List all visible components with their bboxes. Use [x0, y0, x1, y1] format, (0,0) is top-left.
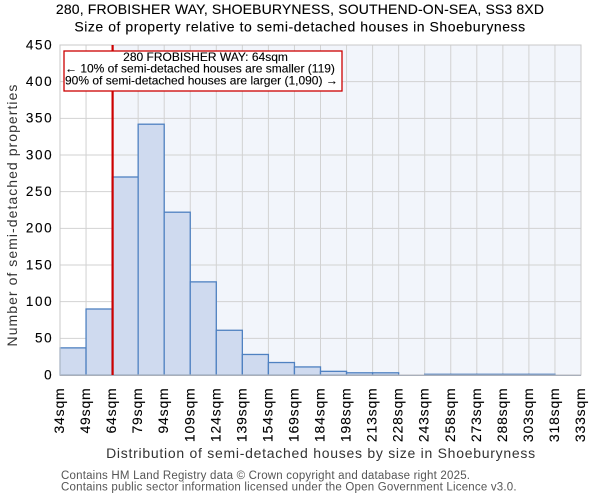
svg-text:213sqm: 213sqm: [364, 388, 380, 443]
svg-text:Distribution of semi-detached: Distribution of semi-detached houses by …: [106, 445, 536, 461]
svg-text:Contains public sector informa: Contains public sector information licen…: [61, 482, 517, 494]
svg-text:318sqm: 318sqm: [546, 388, 562, 443]
svg-text:273sqm: 273sqm: [468, 388, 484, 443]
svg-text:184sqm: 184sqm: [312, 388, 328, 443]
svg-text:400: 400: [26, 74, 53, 89]
svg-text:333sqm: 333sqm: [572, 388, 588, 443]
svg-text:280, FROBISHER WAY, SHOEBURYNE: 280, FROBISHER WAY, SHOEBURYNESS, SOUTHE…: [56, 1, 544, 17]
svg-text:109sqm: 109sqm: [181, 388, 197, 443]
svg-text:200: 200: [26, 221, 53, 236]
svg-text:49sqm: 49sqm: [77, 388, 93, 434]
svg-text:79sqm: 79sqm: [129, 388, 145, 434]
svg-text:280 FROBISHER WAY: 64sqm: 280 FROBISHER WAY: 64sqm: [123, 50, 288, 64]
svg-text:300: 300: [26, 147, 53, 162]
svg-text:34sqm: 34sqm: [51, 388, 67, 434]
svg-text:154sqm: 154sqm: [259, 388, 275, 443]
svg-text:198sqm: 198sqm: [338, 388, 354, 443]
svg-text:288sqm: 288sqm: [494, 388, 510, 443]
svg-text:150: 150: [26, 257, 53, 272]
svg-text:169sqm: 169sqm: [285, 388, 301, 443]
svg-text:64sqm: 64sqm: [103, 388, 119, 434]
svg-text:258sqm: 258sqm: [442, 388, 458, 443]
svg-text:303sqm: 303sqm: [520, 388, 536, 443]
svg-text:124sqm: 124sqm: [207, 388, 223, 443]
svg-text:0: 0: [44, 367, 53, 382]
svg-text:Contains HM Land Registry data: Contains HM Land Registry data © Crown c…: [61, 470, 470, 482]
svg-text:243sqm: 243sqm: [416, 388, 432, 443]
svg-text:139sqm: 139sqm: [233, 388, 249, 443]
svg-text:50: 50: [35, 331, 53, 346]
svg-text:Size of property relative to s: Size of property relative to semi-detach…: [74, 19, 525, 35]
svg-text:Number of semi-detached proper: Number of semi-detached properties: [4, 84, 20, 347]
svg-text:350: 350: [26, 111, 53, 126]
svg-text:450: 450: [26, 37, 53, 52]
svg-text:250: 250: [26, 184, 53, 199]
svg-text:100: 100: [26, 294, 53, 309]
svg-text:94sqm: 94sqm: [155, 388, 171, 434]
svg-text:228sqm: 228sqm: [390, 388, 406, 443]
svg-text:← 10% of semi-detached houses: ← 10% of semi-detached houses are smalle…: [65, 62, 335, 76]
svg-text:90% of semi-detached houses ar: 90% of semi-detached houses are larger (…: [65, 74, 338, 88]
